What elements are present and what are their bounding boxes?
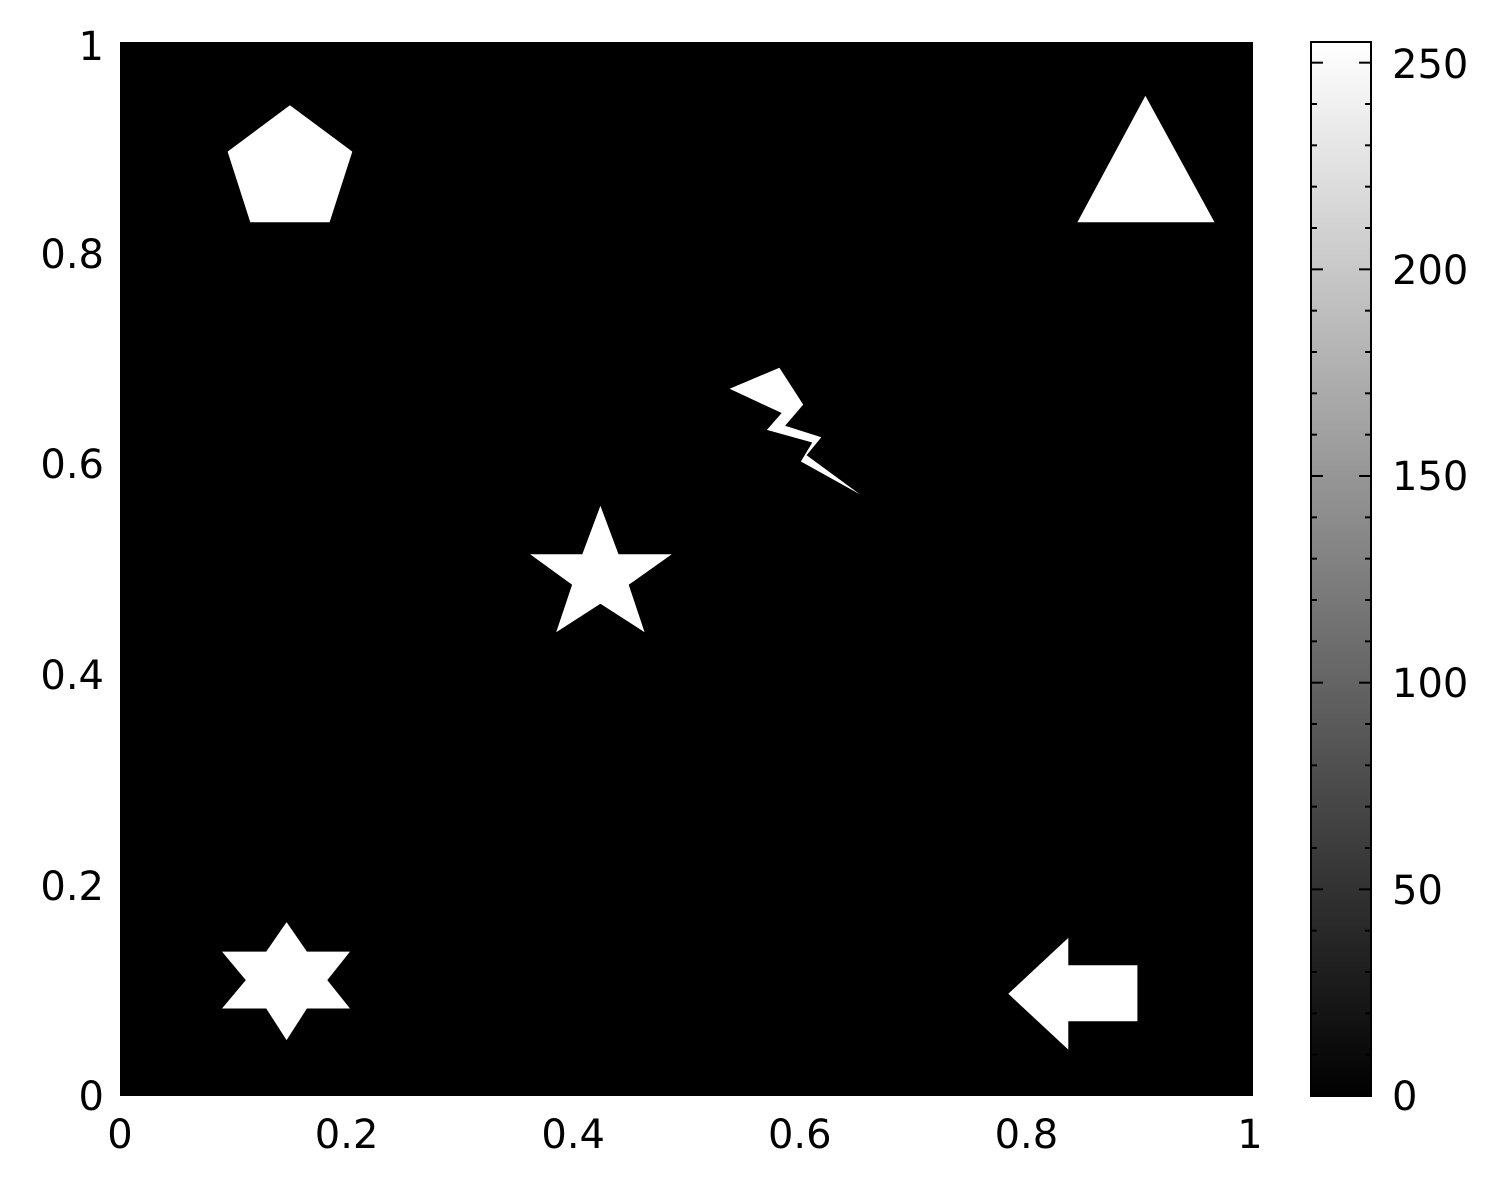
shape-triangle: [1077, 95, 1215, 223]
colorbar-tick-label-250: 250: [1392, 42, 1468, 88]
y-tick-label-5: 1: [79, 24, 104, 70]
shape-pentagon: [227, 105, 353, 223]
shape-star: [530, 505, 672, 633]
shapes-layer: [222, 95, 1215, 1050]
x-tick-label-0: 0: [107, 1112, 132, 1158]
y-tick-label-1: 0.2: [40, 864, 104, 910]
colorbar-tick-label-50: 50: [1392, 868, 1443, 914]
colorbar: 0 50 100 150 200 250: [1310, 41, 1468, 1120]
y-tick-label-0: 0: [79, 1074, 104, 1120]
y-tick-label-2: 0.4: [40, 653, 104, 699]
x-tick-label-2: 0.4: [541, 1112, 605, 1158]
colorbar-tick-labels: 0 50 100 150 200 250: [1392, 42, 1468, 1120]
colorbar-tick-label-150: 150: [1392, 454, 1468, 500]
shape-arrow-left: [1008, 937, 1138, 1050]
colorbar-tick-label-0: 0: [1392, 1074, 1417, 1120]
shape-hexagram: [222, 922, 350, 1041]
colorbar-tick-label-100: 100: [1392, 661, 1468, 707]
colorbar-tick-label-200: 200: [1392, 248, 1468, 294]
y-tick-label-3: 0.6: [40, 442, 104, 488]
colorbar-gradient: [1310, 41, 1372, 1097]
x-tick-label-3: 0.6: [768, 1112, 832, 1158]
x-axis: 0 0.2 0.4 0.6 0.8 1: [107, 1112, 1262, 1158]
x-tick-label-5: 1: [1237, 1112, 1262, 1158]
y-tick-label-4: 0.8: [40, 232, 104, 278]
colorbar-major-ticks: [1311, 61, 1371, 1097]
y-axis: 0 0.2 0.4 0.6 0.8 1: [40, 24, 104, 1120]
x-tick-label-1: 0.2: [315, 1112, 379, 1158]
colorbar-minor-ticks: [1311, 103, 1371, 1056]
plot-area: [120, 42, 1253, 1096]
shape-lightning-bolt: [729, 367, 860, 495]
x-tick-label-4: 0.8: [995, 1112, 1059, 1158]
